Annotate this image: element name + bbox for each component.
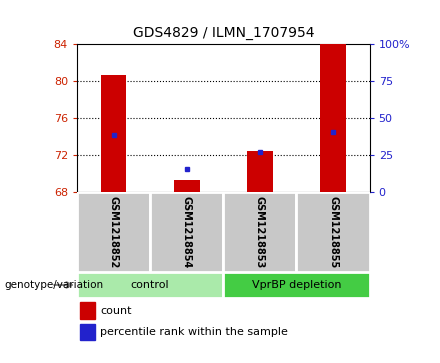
Title: GDS4829 / ILMN_1707954: GDS4829 / ILMN_1707954 bbox=[132, 26, 314, 40]
Bar bbox=[101, 75, 126, 192]
Bar bbox=[224, 272, 370, 298]
Text: count: count bbox=[100, 306, 132, 316]
Text: GSM1218855: GSM1218855 bbox=[328, 196, 338, 269]
Bar bbox=[77, 272, 224, 298]
Text: GSM1218852: GSM1218852 bbox=[109, 196, 118, 269]
Text: genotype/variation: genotype/variation bbox=[4, 280, 103, 290]
Bar bbox=[247, 151, 273, 192]
Bar bbox=[80, 302, 95, 319]
Text: GSM1218853: GSM1218853 bbox=[255, 196, 265, 269]
Text: GSM1218854: GSM1218854 bbox=[182, 196, 192, 269]
Bar bbox=[77, 192, 150, 272]
Bar bbox=[80, 324, 95, 340]
Bar bbox=[224, 192, 297, 272]
Bar bbox=[150, 192, 224, 272]
Text: VprBP depletion: VprBP depletion bbox=[252, 280, 341, 290]
Text: percentile rank within the sample: percentile rank within the sample bbox=[100, 327, 288, 337]
Text: control: control bbox=[131, 280, 169, 290]
Bar bbox=[297, 192, 370, 272]
Bar bbox=[174, 180, 199, 192]
Bar bbox=[320, 44, 346, 192]
